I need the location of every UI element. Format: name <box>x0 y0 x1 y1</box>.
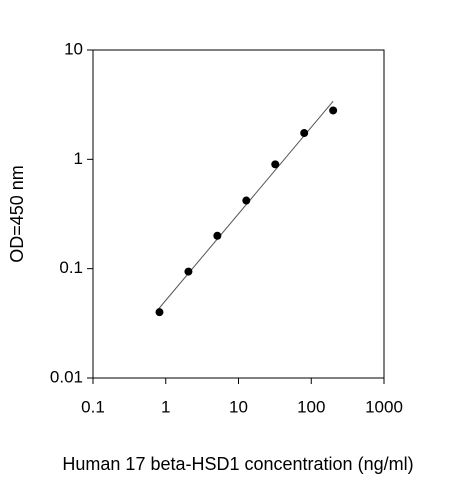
data-point <box>155 308 164 317</box>
data-point <box>184 267 193 276</box>
x-axis-title: Human 17 beta-HSD1 concentration (ng/ml) <box>62 454 413 474</box>
y-tick-label: 1 <box>74 149 83 168</box>
y-axis-title: OD=450 nm <box>7 165 27 263</box>
x-tick-label: 10 <box>229 397 248 416</box>
x-tick-label: 1 <box>161 397 170 416</box>
y-tick-label: 0.1 <box>59 258 83 277</box>
data-point <box>300 129 309 138</box>
data-point <box>271 160 280 169</box>
y-tick-label: 0.01 <box>50 367 83 386</box>
data-point <box>242 196 251 205</box>
x-tick-label: 0.1 <box>81 397 105 416</box>
data-point <box>213 231 222 240</box>
x-tick-label: 1000 <box>365 397 403 416</box>
y-tick-label: 10 <box>64 39 83 58</box>
data-point <box>329 106 338 115</box>
x-tick-label: 100 <box>297 397 325 416</box>
